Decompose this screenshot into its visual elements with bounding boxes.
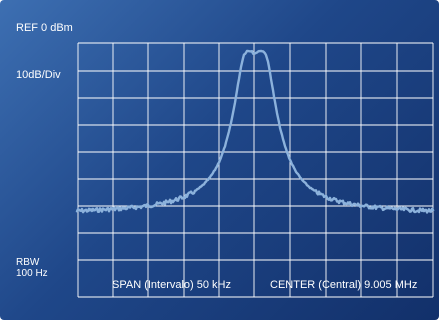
center-frequency-label: CENTER (Central) 9.005 MHz: [270, 279, 418, 291]
reference-level-label: REF 0 dBm: [16, 22, 73, 34]
vertical-scale-label: 10dB/Div: [16, 69, 61, 81]
rbw-readout: RBW 100 Hz: [16, 257, 48, 279]
spectrum-trace: [75, 49, 435, 214]
graticule: [77, 42, 434, 298]
rbw-value: 100 Hz: [16, 268, 48, 279]
span-label: SPAN (Intervalo) 50 kHz: [112, 279, 232, 291]
rbw-label: RBW: [16, 257, 40, 268]
